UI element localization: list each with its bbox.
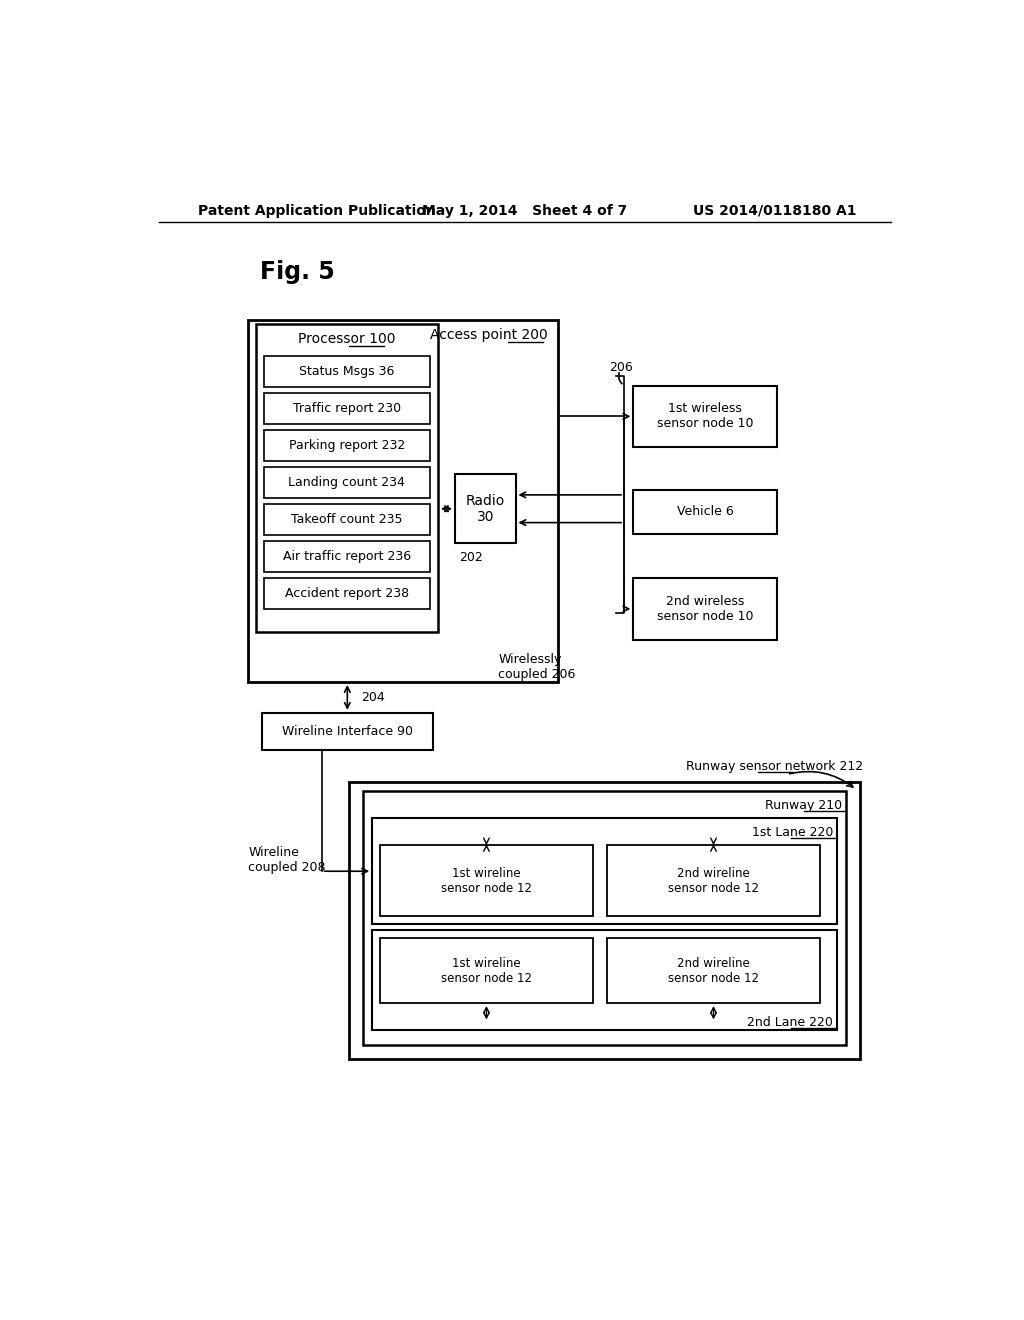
Text: Processor 100: Processor 100 [298, 333, 395, 346]
Bar [248, 321, 558, 682]
Bar [256, 323, 438, 632]
Text: 2nd wireline
sensor node 12: 2nd wireline sensor node 12 [668, 867, 759, 895]
Text: 202: 202 [459, 550, 482, 564]
Text: Takeoff count 235: Takeoff count 235 [291, 513, 402, 527]
Text: Status Msgs 36: Status Msgs 36 [299, 366, 394, 379]
Bar [633, 385, 776, 447]
Bar [633, 578, 776, 640]
Text: 1st wireline
sensor node 12: 1st wireline sensor node 12 [441, 957, 531, 985]
Bar [455, 474, 515, 544]
Text: Traffic report 230: Traffic report 230 [293, 403, 401, 416]
Bar [263, 541, 430, 572]
Bar [362, 792, 847, 1045]
Bar [607, 845, 820, 916]
Bar [633, 490, 776, 535]
Bar [372, 931, 838, 1030]
Bar [380, 845, 593, 916]
Bar [262, 713, 432, 750]
Text: Vehicle 6: Vehicle 6 [677, 506, 733, 519]
Bar [263, 504, 430, 535]
Text: Wireline Interface 90: Wireline Interface 90 [282, 725, 413, 738]
Text: May 1, 2014   Sheet 4 of 7: May 1, 2014 Sheet 4 of 7 [422, 203, 628, 218]
Text: Fig. 5: Fig. 5 [260, 260, 335, 284]
Bar [372, 818, 838, 924]
Text: 2nd wireless
sensor node 10: 2nd wireless sensor node 10 [656, 595, 754, 623]
Text: 2nd Lane 220: 2nd Lane 220 [748, 1016, 834, 1028]
Text: Runway 210: Runway 210 [765, 799, 843, 812]
Bar [607, 939, 820, 1003]
Text: Patent Application Publication: Patent Application Publication [198, 203, 435, 218]
Text: Air traffic report 236: Air traffic report 236 [283, 550, 411, 564]
Text: Parking report 232: Parking report 232 [289, 440, 406, 453]
Text: 1st wireless
sensor node 10: 1st wireless sensor node 10 [656, 403, 754, 430]
Text: Access point 200: Access point 200 [429, 329, 547, 342]
Bar [263, 356, 430, 387]
Text: Landing count 234: Landing count 234 [289, 477, 406, 490]
Bar [263, 578, 430, 609]
Text: 2nd wireline
sensor node 12: 2nd wireline sensor node 12 [668, 957, 759, 985]
Bar [263, 393, 430, 424]
Bar [263, 467, 430, 498]
Bar [349, 781, 860, 1059]
Text: 1st Lane 220: 1st Lane 220 [752, 825, 834, 838]
Bar [380, 939, 593, 1003]
Text: US 2014/0118180 A1: US 2014/0118180 A1 [693, 203, 856, 218]
Text: 206: 206 [609, 362, 633, 375]
Text: Wireline
coupled 208: Wireline coupled 208 [248, 846, 326, 874]
Text: Runway sensor network 212: Runway sensor network 212 [686, 760, 863, 774]
Text: 204: 204 [361, 690, 385, 704]
Text: Radio
30: Radio 30 [466, 494, 505, 524]
Text: Accident report 238: Accident report 238 [285, 587, 409, 601]
Text: 1st wireline
sensor node 12: 1st wireline sensor node 12 [441, 867, 531, 895]
Text: Wirelessly
coupled 206: Wirelessly coupled 206 [499, 652, 575, 681]
Bar [263, 430, 430, 461]
